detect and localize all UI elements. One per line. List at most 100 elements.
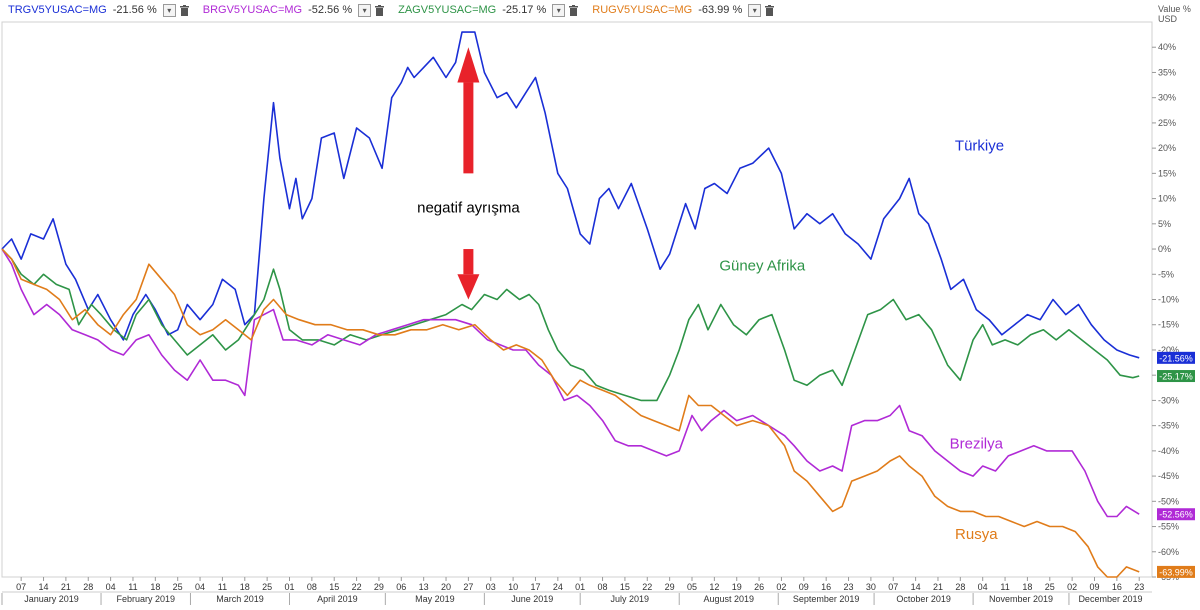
month-label: November 2019 [989,594,1053,604]
month-label: May 2019 [415,594,455,604]
x-tick-label: 03 [486,582,496,592]
y-tick-label: -35% [1158,421,1179,431]
trash-icon[interactable] [765,4,775,16]
down-arrow-head [457,274,480,300]
chevron-down-icon[interactable]: ▾ [358,3,372,17]
x-tick-label: 22 [642,582,652,592]
x-tick-label: 15 [620,582,630,592]
trash-icon[interactable] [179,4,189,16]
trash-icon[interactable] [375,4,385,16]
last-value-label: -52.56% [1159,510,1193,520]
month-label: September 2019 [793,594,860,604]
x-tick-label: 04 [195,582,205,592]
x-tick-label: 01 [575,582,585,592]
y-tick-label: -40% [1158,446,1179,456]
up-arrow-head [457,47,480,83]
x-tick-label: 04 [978,582,988,592]
last-value-flag [1157,508,1195,521]
x-tick-label: 16 [1112,582,1122,592]
legend-value: -21.56 % [112,4,157,16]
x-tick-label: 27 [463,582,473,592]
x-tick-label: 11 [1000,582,1009,592]
y-tick-label: 20% [1158,143,1176,153]
down-arrow-shaft [463,249,474,275]
x-tick-label: 26 [754,582,764,592]
axis-unit-line1: Value % [1158,4,1191,14]
y-tick-label: 10% [1158,194,1176,204]
x-tick-label: 25 [173,582,183,592]
series-line-0 [1,31,1140,359]
last-value-label: -63.99% [1159,567,1193,577]
legend-value: -52.56 % [308,4,353,16]
y-tick-label: -60% [1158,547,1179,557]
trash-icon[interactable] [569,4,579,16]
legend-bar: TRGV5YUSAC=MG -21.56 % ▾ BRGV5YUSAC=MG -… [0,0,1150,20]
x-tick-label: 08 [598,582,608,592]
last-value-label: -21.56% [1159,353,1193,363]
x-tick-label: 19 [732,582,742,592]
month-label: December 2019 [1078,594,1142,604]
x-tick-label: 01 [284,582,294,592]
series-line-3 [1,248,1140,578]
chevron-down-icon[interactable]: ▾ [162,3,176,17]
series-line-2 [1,248,1140,518]
legend-item-tr[interactable]: TRGV5YUSAC=MG -21.56 % ▾ [8,3,189,17]
month-label: February 2019 [116,594,175,604]
series-annotation-label: Rusya [955,526,998,543]
last-value-flag [1157,370,1195,383]
x-tick-label: 21 [933,582,943,592]
x-tick-label: 07 [16,582,26,592]
x-tick-label: 18 [150,582,160,592]
legend-value: -63.99 % [698,4,743,16]
month-label: January 2019 [24,594,79,604]
x-tick-label: 08 [307,582,317,592]
y-tick-label: 15% [1158,168,1176,178]
y-tick-label: -30% [1158,395,1179,405]
y-tick-label: 35% [1158,67,1176,77]
legend-item-br[interactable]: BRGV5YUSAC=MG -52.56 % ▾ [202,3,385,17]
x-tick-label: 16 [821,582,831,592]
x-tick-label: 13 [419,582,429,592]
x-tick-label: 02 [776,582,786,592]
x-tick-label: 11 [218,582,227,592]
x-tick-label: 28 [955,582,965,592]
y-tick-label: -10% [1158,295,1179,305]
x-tick-label: 07 [888,582,898,592]
series-line-1 [1,248,1140,402]
last-value-label: -25.17% [1159,372,1193,382]
legend-item-za[interactable]: ZAGV5YUSAC=MG -25.17 % ▾ [398,3,579,17]
month-label: August 2019 [703,594,754,604]
y-tick-label: -50% [1158,496,1179,506]
month-label: March 2019 [216,594,264,604]
up-arrow-shaft [463,82,474,174]
x-tick-label: 12 [709,582,719,592]
x-tick-label: 11 [128,582,137,592]
x-tick-label: 28 [83,582,93,592]
x-tick-label: 18 [240,582,250,592]
y-tick-label: -55% [1158,522,1179,532]
plot-frame [1,21,1153,578]
month-label: April 2019 [317,594,358,604]
chevron-down-icon[interactable]: ▾ [748,3,762,17]
x-tick-label: 18 [1022,582,1032,592]
legend-item-ru[interactable]: RUGV5YUSAC=MG -63.99 % ▾ [592,3,775,17]
x-tick-label: 29 [374,582,384,592]
last-value-flag [1157,565,1195,578]
x-tick-label: 22 [352,582,362,592]
x-tick-label: 25 [1045,582,1055,592]
x-tick-label: 24 [553,582,563,592]
x-tick-label: 29 [665,582,675,592]
x-tick-label: 14 [39,582,49,592]
x-tick-label: 10 [508,582,518,592]
y-tick-label: 40% [1158,42,1176,52]
legend-symbol: RUGV5YUSAC=MG [592,4,693,16]
legend-symbol: BRGV5YUSAC=MG [202,4,303,16]
chevron-down-icon[interactable]: ▾ [552,3,566,17]
axis-unit: Value % USD [1158,4,1192,24]
x-tick-label: 21 [61,582,71,592]
y-tick-label: -15% [1158,320,1179,330]
x-tick-label: 25 [262,582,272,592]
month-label: October 2019 [896,594,951,604]
legend-value: -25.17 % [502,4,547,16]
